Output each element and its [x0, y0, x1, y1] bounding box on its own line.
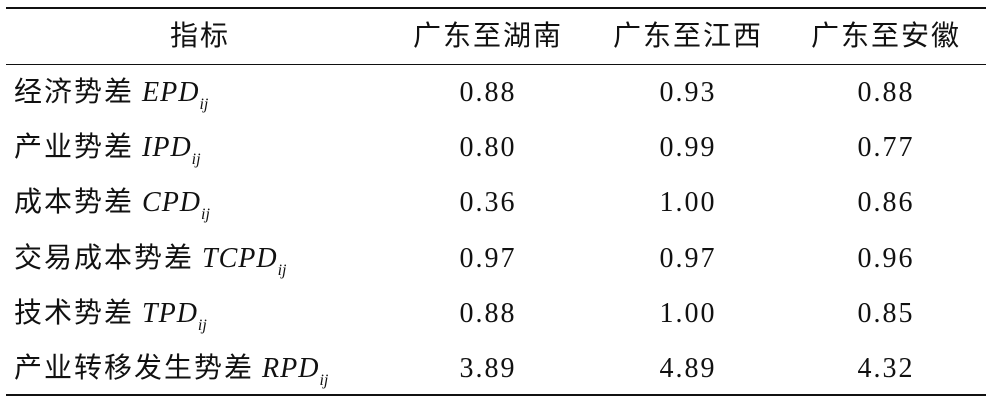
indicator-name: 交易成本势差: [14, 242, 195, 274]
value-cell: 0.99: [659, 132, 717, 164]
value-cell: 0.96: [857, 242, 915, 274]
header-cell: 广东至湖南: [412, 21, 564, 52]
header-cell: 广东至安徽: [810, 21, 962, 52]
value-cell: 0.88: [459, 297, 517, 329]
value-cell: 0.80: [459, 132, 517, 164]
value-cell: 3.89: [459, 353, 517, 384]
value-cell: 0.77: [857, 132, 915, 164]
header-rule: [6, 64, 986, 65]
value-cell: 0.93: [659, 77, 717, 108]
value-cell: 0.85: [857, 297, 915, 329]
indicator-subscript: ij: [201, 206, 210, 224]
indicator-name: 技术势差: [14, 297, 135, 329]
indicator-subscript: ij: [191, 151, 201, 169]
indicator-subscript: ij: [197, 316, 207, 334]
indicator-symbol: RPD: [262, 353, 320, 384]
bottom-rule: [6, 394, 986, 396]
row-label: 技术势差 TPDij: [14, 294, 207, 338]
indicator-name: 产业转移发生势差: [14, 353, 255, 384]
top-rule: [6, 7, 986, 9]
value-cell: 1.00: [659, 297, 717, 329]
indicator-subscript: ij: [277, 261, 287, 279]
indicator-symbol: CPD: [142, 187, 202, 219]
indicator-name: 经济势差: [14, 77, 135, 108]
indicator-symbol: TCPD: [202, 242, 278, 274]
value-cell: 4.32: [857, 353, 915, 384]
indicator-name: 产业势差: [14, 132, 135, 164]
indicator-subscript: ij: [319, 372, 329, 389]
value-cell: 4.89: [659, 353, 717, 384]
row-label: 经济势差 EPDij: [14, 73, 208, 117]
value-cell: 1.00: [659, 187, 717, 219]
indicator-name: 成本势差: [14, 187, 135, 219]
value-cell: 0.36: [459, 187, 517, 219]
indicator-subscript: ij: [199, 96, 209, 113]
indicator-symbol: TPD: [142, 297, 198, 329]
header-cell: 指标: [169, 21, 231, 52]
row-label: 产业势差 IPDij: [14, 128, 201, 172]
row-label: 成本势差 CPDij: [14, 183, 210, 227]
indicator-symbol: IPD: [142, 132, 192, 164]
value-cell: 0.88: [857, 77, 915, 108]
header-cell: 广东至江西: [612, 21, 764, 52]
row-label: 交易成本势差 TCPDij: [14, 239, 286, 283]
row-label: 产业转移发生势差 RPDij: [14, 349, 328, 393]
value-cell: 0.88: [459, 77, 517, 108]
value-cell: 0.97: [459, 242, 517, 274]
value-cell: 0.97: [659, 242, 717, 274]
indicator-symbol: EPD: [142, 77, 200, 108]
value-cell: 0.86: [857, 187, 915, 219]
